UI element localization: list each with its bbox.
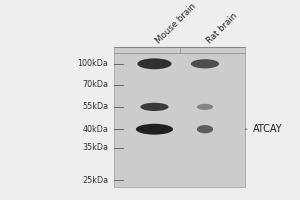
Text: 100kDa: 100kDa (77, 59, 108, 68)
Ellipse shape (140, 103, 169, 111)
Ellipse shape (197, 104, 213, 110)
Text: Rat brain: Rat brain (205, 11, 239, 45)
Text: Mouse brain: Mouse brain (154, 2, 198, 45)
Ellipse shape (197, 125, 213, 133)
Text: ATCAY: ATCAY (245, 124, 282, 134)
Ellipse shape (137, 58, 172, 69)
Bar (114, 47, 245, 187)
Text: 55kDa: 55kDa (82, 102, 108, 111)
Text: 35kDa: 35kDa (82, 143, 108, 152)
Text: 40kDa: 40kDa (82, 125, 108, 134)
Ellipse shape (136, 124, 173, 135)
Ellipse shape (191, 59, 219, 68)
Text: 25kDa: 25kDa (82, 176, 108, 185)
Text: 70kDa: 70kDa (82, 80, 108, 89)
